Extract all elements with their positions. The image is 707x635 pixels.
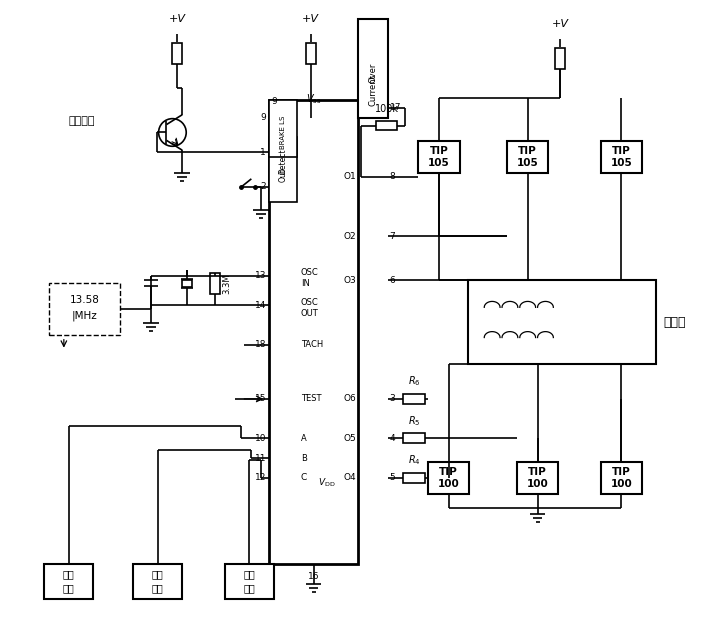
Bar bbox=[269, 100, 297, 157]
Bar bbox=[182, 279, 192, 288]
Text: Out: Out bbox=[279, 168, 288, 182]
Text: O4: O4 bbox=[344, 473, 356, 483]
Bar bbox=[469, 281, 656, 364]
Text: A: A bbox=[300, 434, 306, 443]
Text: 10: 10 bbox=[255, 434, 266, 443]
Text: Current: Current bbox=[368, 74, 378, 106]
Text: +V: +V bbox=[169, 14, 186, 24]
Bar bbox=[403, 473, 425, 483]
Text: 2: 2 bbox=[261, 182, 266, 191]
Text: 15: 15 bbox=[255, 394, 266, 403]
Text: 105: 105 bbox=[428, 158, 450, 168]
Bar bbox=[305, 43, 315, 64]
Text: $R_4$: $R_4$ bbox=[408, 453, 421, 467]
Text: $V_{\rm ss}$: $V_{\rm ss}$ bbox=[306, 92, 321, 106]
Text: 开关: 开关 bbox=[63, 584, 75, 593]
Text: 3: 3 bbox=[390, 394, 395, 403]
Bar bbox=[49, 283, 120, 335]
Text: 9: 9 bbox=[260, 113, 266, 122]
Text: 13.58: 13.58 bbox=[69, 295, 100, 305]
Text: 16: 16 bbox=[308, 572, 320, 580]
Bar bbox=[403, 394, 425, 404]
Text: TIP: TIP bbox=[439, 467, 458, 477]
Text: 7: 7 bbox=[390, 232, 395, 241]
Bar bbox=[601, 462, 642, 493]
Text: BRAKE LS: BRAKE LS bbox=[280, 116, 286, 149]
Text: $R_5$: $R_5$ bbox=[408, 414, 421, 427]
Bar bbox=[358, 19, 387, 117]
Text: 100k: 100k bbox=[375, 104, 399, 114]
Text: O2: O2 bbox=[344, 232, 356, 241]
Text: 12: 12 bbox=[255, 473, 266, 483]
Text: TIP: TIP bbox=[518, 146, 537, 156]
Text: $V_{\rm DD}$: $V_{\rm DD}$ bbox=[318, 476, 336, 489]
Bar bbox=[225, 564, 274, 599]
Text: Over: Over bbox=[368, 63, 378, 83]
Text: |MHz: |MHz bbox=[71, 311, 98, 321]
Text: $R_6$: $R_6$ bbox=[408, 374, 421, 388]
Text: 4: 4 bbox=[390, 434, 395, 443]
Text: 11: 11 bbox=[255, 453, 266, 463]
Bar bbox=[375, 121, 397, 130]
Text: IN: IN bbox=[300, 279, 310, 288]
Text: O1: O1 bbox=[343, 172, 356, 182]
Text: TEST: TEST bbox=[300, 394, 321, 403]
Text: 霍尔: 霍尔 bbox=[63, 570, 75, 580]
Text: 105: 105 bbox=[611, 158, 632, 168]
Text: 低速指示: 低速指示 bbox=[69, 116, 95, 126]
Text: 13: 13 bbox=[255, 271, 266, 280]
Text: OSC: OSC bbox=[300, 298, 318, 307]
Bar bbox=[44, 564, 93, 599]
Bar bbox=[418, 142, 460, 173]
Text: OUT: OUT bbox=[300, 309, 318, 318]
Text: 100: 100 bbox=[611, 479, 632, 489]
Text: B: B bbox=[300, 453, 307, 463]
Text: TIP: TIP bbox=[429, 146, 448, 156]
Bar bbox=[601, 142, 642, 173]
Bar bbox=[555, 48, 565, 69]
Bar bbox=[403, 434, 425, 443]
Bar bbox=[210, 272, 220, 294]
Text: TIP: TIP bbox=[528, 467, 547, 477]
Text: 105: 105 bbox=[517, 158, 539, 168]
Text: TACH: TACH bbox=[300, 340, 323, 349]
Text: +V: +V bbox=[551, 19, 568, 29]
Text: 6: 6 bbox=[390, 276, 395, 285]
Bar bbox=[173, 43, 182, 64]
Text: 电动机: 电动机 bbox=[664, 316, 686, 329]
Bar bbox=[269, 100, 358, 564]
Text: 100: 100 bbox=[438, 479, 460, 489]
Text: Detect: Detect bbox=[279, 149, 288, 175]
Text: 开关: 开关 bbox=[152, 584, 163, 593]
Text: 14: 14 bbox=[255, 300, 266, 310]
Bar bbox=[517, 462, 559, 493]
Bar bbox=[269, 137, 297, 201]
Text: 100: 100 bbox=[527, 479, 549, 489]
Text: +V: +V bbox=[302, 14, 319, 24]
Text: 17: 17 bbox=[390, 104, 401, 112]
Text: O5: O5 bbox=[343, 434, 356, 443]
Text: 9: 9 bbox=[271, 97, 277, 106]
Text: 霍尔: 霍尔 bbox=[152, 570, 163, 580]
Text: 5: 5 bbox=[390, 473, 395, 483]
Bar bbox=[133, 564, 182, 599]
Text: C: C bbox=[300, 473, 307, 483]
Text: TIP: TIP bbox=[612, 146, 631, 156]
Bar bbox=[507, 142, 549, 173]
Text: 8: 8 bbox=[390, 172, 395, 182]
Text: 3.3M: 3.3M bbox=[223, 273, 232, 294]
Text: O6: O6 bbox=[343, 394, 356, 403]
Text: TIP: TIP bbox=[612, 467, 631, 477]
Text: 霍尔: 霍尔 bbox=[243, 570, 255, 580]
Text: 1: 1 bbox=[260, 148, 266, 157]
Text: 18: 18 bbox=[255, 340, 266, 349]
Text: OSC: OSC bbox=[300, 268, 318, 277]
Text: O3: O3 bbox=[343, 276, 356, 285]
Bar bbox=[428, 462, 469, 493]
Text: 开关: 开关 bbox=[243, 584, 255, 593]
